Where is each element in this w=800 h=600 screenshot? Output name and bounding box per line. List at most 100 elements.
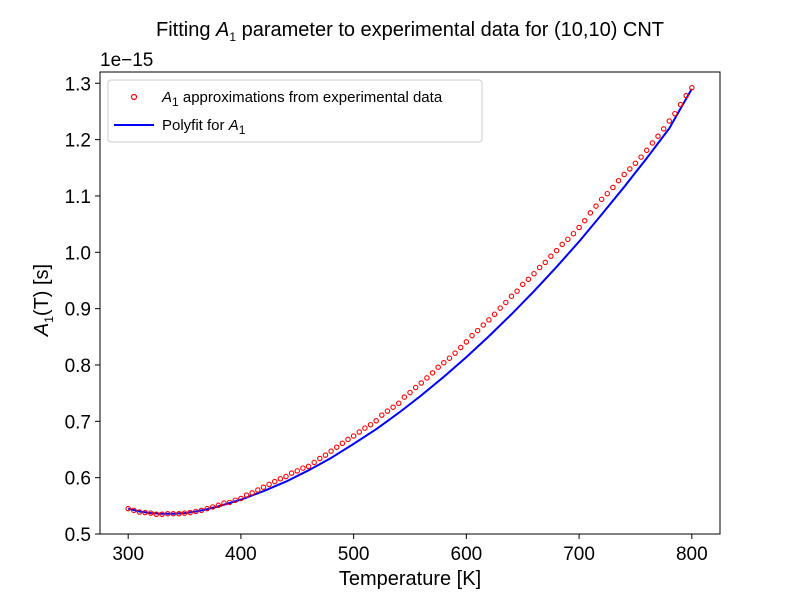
data-point — [581, 217, 588, 224]
series-experimental — [125, 85, 695, 518]
data-point — [610, 184, 616, 191]
data-point — [643, 147, 650, 154]
data-point — [627, 166, 633, 172]
legend-label-experimental: A1 approximations from experimental data — [161, 89, 443, 109]
data-point — [238, 495, 244, 502]
data-point — [649, 140, 656, 146]
x-tick-label: 300 — [112, 544, 144, 565]
data-point — [193, 508, 199, 515]
data-point — [373, 417, 379, 424]
series-polyfit — [127, 88, 693, 515]
data-point — [131, 507, 137, 514]
data-point — [503, 299, 509, 306]
data-point — [181, 510, 188, 516]
data-point — [666, 118, 673, 124]
x-tick-label: 500 — [338, 544, 370, 565]
data-point — [300, 465, 306, 471]
data-point — [672, 110, 678, 117]
data-point — [446, 355, 453, 361]
y-offset-label: 1e−15 — [100, 50, 153, 71]
data-point — [677, 101, 684, 108]
data-point — [277, 476, 284, 482]
data-point — [548, 253, 554, 259]
data-point — [480, 322, 487, 328]
data-point — [418, 380, 425, 386]
y-axis-label: A1(T) [s] — [31, 264, 56, 337]
data-point — [283, 473, 289, 480]
data-point — [531, 270, 537, 277]
x-tick-label: 400 — [225, 544, 257, 565]
data-point — [638, 154, 644, 160]
data-point — [328, 448, 334, 454]
data-point — [576, 224, 582, 231]
data-point — [689, 85, 695, 91]
data-point — [317, 455, 323, 462]
data-point — [486, 317, 492, 323]
data-point — [412, 384, 419, 391]
y-tick-label: 1.3 — [65, 74, 91, 95]
data-point — [142, 509, 148, 516]
data-point — [322, 452, 329, 458]
data-point — [491, 311, 498, 318]
data-point — [221, 500, 227, 506]
x-axis-label: Temperature [K] — [339, 568, 481, 590]
data-point — [333, 444, 340, 450]
data-point — [401, 394, 408, 400]
data-point — [311, 459, 317, 466]
data-point — [170, 510, 177, 517]
legend-marker-experimental — [130, 93, 138, 101]
data-point — [452, 350, 458, 356]
y-tick-label: 1.0 — [65, 243, 91, 264]
data-point — [260, 484, 267, 490]
y-tick-label: 0.9 — [65, 300, 91, 321]
data-point — [249, 490, 255, 496]
data-point — [209, 504, 216, 510]
data-point — [621, 171, 627, 178]
data-point — [204, 505, 210, 512]
data-point — [559, 241, 565, 248]
data-point — [655, 133, 661, 139]
data-point — [587, 210, 594, 216]
data-point — [424, 375, 430, 381]
data-point — [519, 281, 526, 288]
data-point — [390, 404, 396, 410]
data-point — [525, 276, 532, 283]
y-tick-label: 1.1 — [65, 187, 91, 208]
data-point — [305, 463, 312, 470]
data-point — [226, 499, 233, 506]
y-tick-label: 0.8 — [65, 356, 91, 377]
y-ticks: 0.5 0.6 0.7 0.8 0.9 1.0 1.1 1.2 1.3 — [65, 74, 100, 546]
data-point — [379, 412, 385, 418]
data-point — [271, 478, 278, 485]
x-tick-label: 600 — [451, 544, 483, 565]
y-tick-label: 1.2 — [65, 131, 91, 152]
legend-label-polyfit: Polyfit for A1 — [162, 117, 246, 137]
data-point — [683, 92, 689, 99]
data-point — [288, 470, 295, 476]
data-point — [598, 196, 605, 203]
data-point — [147, 510, 154, 516]
data-point — [429, 370, 436, 376]
x-tick-label: 700 — [563, 544, 595, 565]
data-point — [164, 510, 171, 517]
data-point — [294, 468, 301, 474]
data-point — [542, 259, 549, 266]
polyfit-line — [127, 88, 693, 515]
data-point — [536, 264, 543, 271]
chart-title: Fitting A1 parameter to experimental dat… — [156, 19, 664, 44]
data-point — [232, 497, 239, 503]
data-point — [159, 511, 165, 518]
y-tick-label: 0.5 — [65, 525, 91, 546]
legend-box — [107, 79, 483, 143]
data-point — [604, 190, 611, 197]
data-point — [407, 389, 413, 396]
data-point — [243, 492, 250, 498]
data-point — [632, 160, 639, 167]
data-point — [474, 327, 481, 334]
data-point — [266, 481, 272, 488]
plot-frame — [99, 71, 721, 535]
data-point — [553, 247, 560, 254]
y-tick-label: 0.7 — [65, 412, 91, 433]
